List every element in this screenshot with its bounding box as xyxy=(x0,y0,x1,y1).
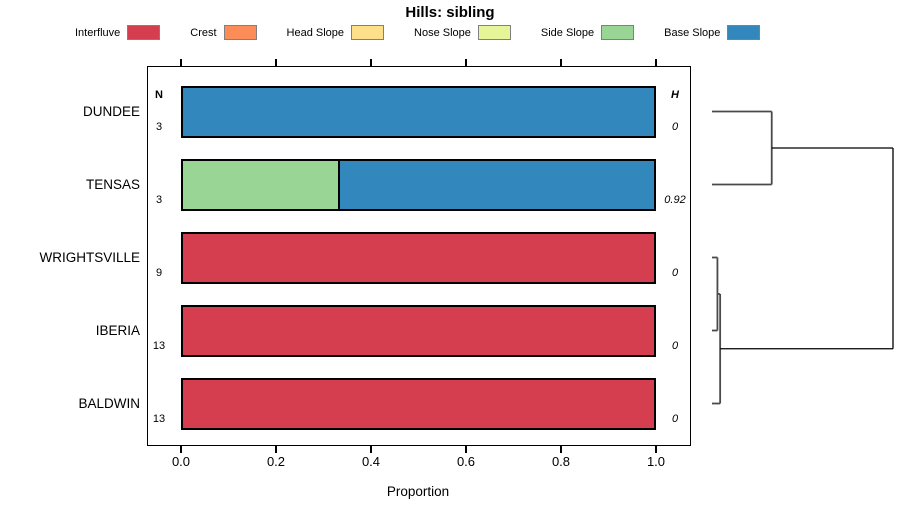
legend-label: Base Slope xyxy=(664,26,721,39)
legend-label: Head Slope xyxy=(286,26,345,39)
bar-segment-interfluve xyxy=(183,233,654,282)
x-tick-top xyxy=(655,59,657,66)
legend-swatch xyxy=(351,25,385,40)
n-value: 13 xyxy=(152,339,166,352)
h-value: 0 xyxy=(671,120,679,133)
y-axis-label-dundee: DUNDEE xyxy=(82,103,140,119)
y-axis-label-baldwin: BALDWIN xyxy=(78,395,140,411)
x-tick-label: 0.4 xyxy=(361,454,381,469)
x-tick-bottom xyxy=(275,446,277,453)
bar-iberia xyxy=(181,304,656,357)
n-value: 3 xyxy=(155,193,163,206)
x-tick-top xyxy=(465,59,467,66)
bar-tensas xyxy=(181,158,656,211)
x-axis-title: Proportion xyxy=(386,484,450,499)
h-value: 0 xyxy=(671,339,679,352)
x-tick-label: 0.0 xyxy=(171,454,191,469)
legend-label: Interfluve xyxy=(75,26,121,39)
legend-swatch xyxy=(601,25,635,40)
bar-segment-interfluve xyxy=(183,379,654,428)
y-axis-label-tensas: TENSAS xyxy=(85,176,140,192)
h-column-header: H xyxy=(671,89,679,101)
legend-swatch xyxy=(477,25,511,40)
legend-label: Crest xyxy=(190,26,217,39)
x-tick-top xyxy=(560,59,562,66)
legend-item-base-slope: Base Slope xyxy=(664,25,761,40)
bar-segment-side-slope xyxy=(183,160,340,209)
x-tick-label: 1.0 xyxy=(646,454,666,469)
bar-segment-interfluve xyxy=(183,306,654,355)
h-value: 0.92 xyxy=(664,193,686,206)
n-value: 9 xyxy=(155,266,163,279)
x-tick-label: 0.2 xyxy=(266,454,286,469)
h-value: 0 xyxy=(671,412,679,425)
y-axis-label-wrightsville: WRIGHTSVILLE xyxy=(39,249,140,265)
x-tick-top xyxy=(275,59,277,66)
legend-item-head-slope: Head Slope xyxy=(287,25,385,40)
x-tick-top xyxy=(370,59,372,66)
legend-item-interfluve: Interfluve xyxy=(75,25,161,40)
n-value: 3 xyxy=(155,120,163,133)
x-tick-bottom xyxy=(560,446,562,453)
legend-item-side-slope: Side Slope xyxy=(540,25,635,40)
x-tick-bottom xyxy=(655,446,657,453)
n-column-header: N xyxy=(155,89,163,101)
x-tick-bottom xyxy=(180,446,182,453)
chart-title: Hills: sibling xyxy=(405,4,495,21)
bar-wrightsville xyxy=(181,231,656,284)
x-tick-top xyxy=(180,59,182,66)
x-tick-label: 0.6 xyxy=(456,454,476,469)
legend-swatch xyxy=(127,25,161,40)
bar-baldwin xyxy=(181,377,656,430)
legend-item-crest: Crest xyxy=(190,25,257,40)
bar-segment-base-slope xyxy=(183,87,654,136)
legend-item-nose-slope: Nose Slope xyxy=(414,25,511,40)
bar-dundee xyxy=(181,85,656,138)
n-value: 13 xyxy=(152,412,166,425)
x-tick-bottom xyxy=(465,446,467,453)
legend-label: Nose Slope xyxy=(414,26,471,39)
h-value: 0 xyxy=(671,266,679,279)
y-axis-label-iberia: IBERIA xyxy=(95,322,140,338)
bar-segment-base-slope xyxy=(339,160,654,209)
legend-label: Side Slope xyxy=(540,26,595,39)
x-tick-label: 0.8 xyxy=(551,454,571,469)
legend-swatch xyxy=(727,25,761,40)
x-tick-bottom xyxy=(370,446,372,453)
legend-swatch xyxy=(223,25,257,40)
legend: Interfluve Crest Head Slope Nose Slope Side … xyxy=(75,25,761,40)
